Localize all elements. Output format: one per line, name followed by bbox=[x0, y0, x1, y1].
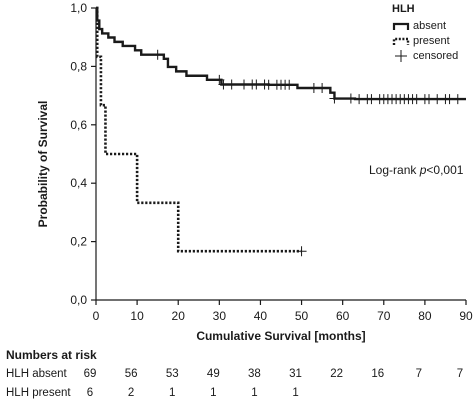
risk-cell: 69 bbox=[83, 368, 97, 380]
censored-mark-absent bbox=[226, 79, 237, 90]
censored-mark-absent bbox=[214, 74, 225, 85]
survival-chart: 0,0 0,2 0,4 0,6 0,8 1,0 0 10 20 30 40 50 60 70 80 90 P… bbox=[36, 1, 473, 343]
legend-swatch-censored bbox=[395, 50, 407, 62]
risk-row-label: HLH absent bbox=[6, 368, 67, 380]
y-tick-label: 0,4 bbox=[70, 176, 87, 190]
risk-cell: 38 bbox=[248, 368, 261, 380]
x-tick-label: 0 bbox=[93, 309, 100, 323]
risk-cell: 31 bbox=[289, 368, 302, 380]
risk-cell: 1 bbox=[169, 387, 176, 399]
y-tick-label: 0,6 bbox=[70, 118, 87, 132]
risk-table-title: Numbers at risk bbox=[6, 348, 97, 362]
risk-row-label: HLH present bbox=[6, 387, 71, 399]
risk-cell: 56 bbox=[124, 368, 138, 380]
censored-mark-absent bbox=[329, 93, 340, 104]
log-rank-annotation: Log-rank p<0,001 bbox=[369, 163, 464, 177]
series-layer bbox=[95, 6, 466, 257]
y-tick-label: 0,8 bbox=[70, 59, 87, 73]
x-tick-label: 70 bbox=[377, 309, 391, 323]
censored-mark-absent bbox=[284, 79, 295, 90]
x-tick-label: 60 bbox=[336, 309, 350, 323]
legend: HLH absent present censored bbox=[392, 3, 458, 62]
risk-cell: 2 bbox=[127, 387, 135, 399]
censored-mark-absent bbox=[345, 93, 356, 104]
risk-cell: 22 bbox=[330, 368, 344, 380]
x-axis-ticks: 0 10 20 30 40 50 60 70 80 90 bbox=[93, 300, 473, 323]
risk-cell: 49 bbox=[206, 368, 220, 380]
risk-cell: 1 bbox=[292, 387, 299, 399]
risk-cell: 7 bbox=[415, 368, 423, 380]
y-tick-label: 1,0 bbox=[70, 1, 87, 15]
x-tick-label: 90 bbox=[459, 309, 473, 323]
legend-title: HLH bbox=[392, 3, 415, 15]
legend-swatch-present bbox=[392, 37, 410, 45]
x-tick-label: 30 bbox=[213, 309, 227, 323]
x-tick-label: 80 bbox=[418, 309, 432, 323]
censored-mark-absent bbox=[317, 83, 328, 94]
legend-entry-absent: absent bbox=[413, 20, 446, 32]
censored-mark-absent bbox=[452, 94, 463, 105]
x-tick-label: 40 bbox=[254, 309, 268, 323]
x-tick-label: 20 bbox=[172, 309, 186, 323]
series-present-line bbox=[95, 6, 302, 253]
risk-cell: 16 bbox=[371, 368, 385, 380]
legend-swatch-absent bbox=[392, 22, 410, 30]
censored-mark-absent bbox=[152, 49, 163, 60]
risk-cell: 1 bbox=[210, 387, 217, 399]
axes bbox=[95, 8, 466, 301]
risk-cell: 6 bbox=[86, 387, 94, 399]
risk-cell: 7 bbox=[456, 368, 464, 380]
y-axis-ticks: 0,0 0,2 0,4 0,6 0,8 1,0 bbox=[70, 1, 96, 307]
risk-cell: 53 bbox=[165, 368, 179, 380]
legend-entry-censored: censored bbox=[413, 50, 458, 62]
y-tick-label: 0,2 bbox=[70, 235, 87, 249]
risk-cell: 1 bbox=[251, 387, 258, 399]
x-axis-label: Cumulative Survival [months] bbox=[196, 329, 365, 343]
y-axis-label: Probability of Survival bbox=[36, 101, 50, 228]
y-tick-label: 0,0 bbox=[70, 293, 87, 307]
legend-entry-present: present bbox=[413, 35, 450, 47]
censored-mark-present bbox=[296, 246, 307, 257]
x-tick-label: 10 bbox=[130, 309, 144, 323]
x-tick-label: 50 bbox=[295, 309, 309, 323]
